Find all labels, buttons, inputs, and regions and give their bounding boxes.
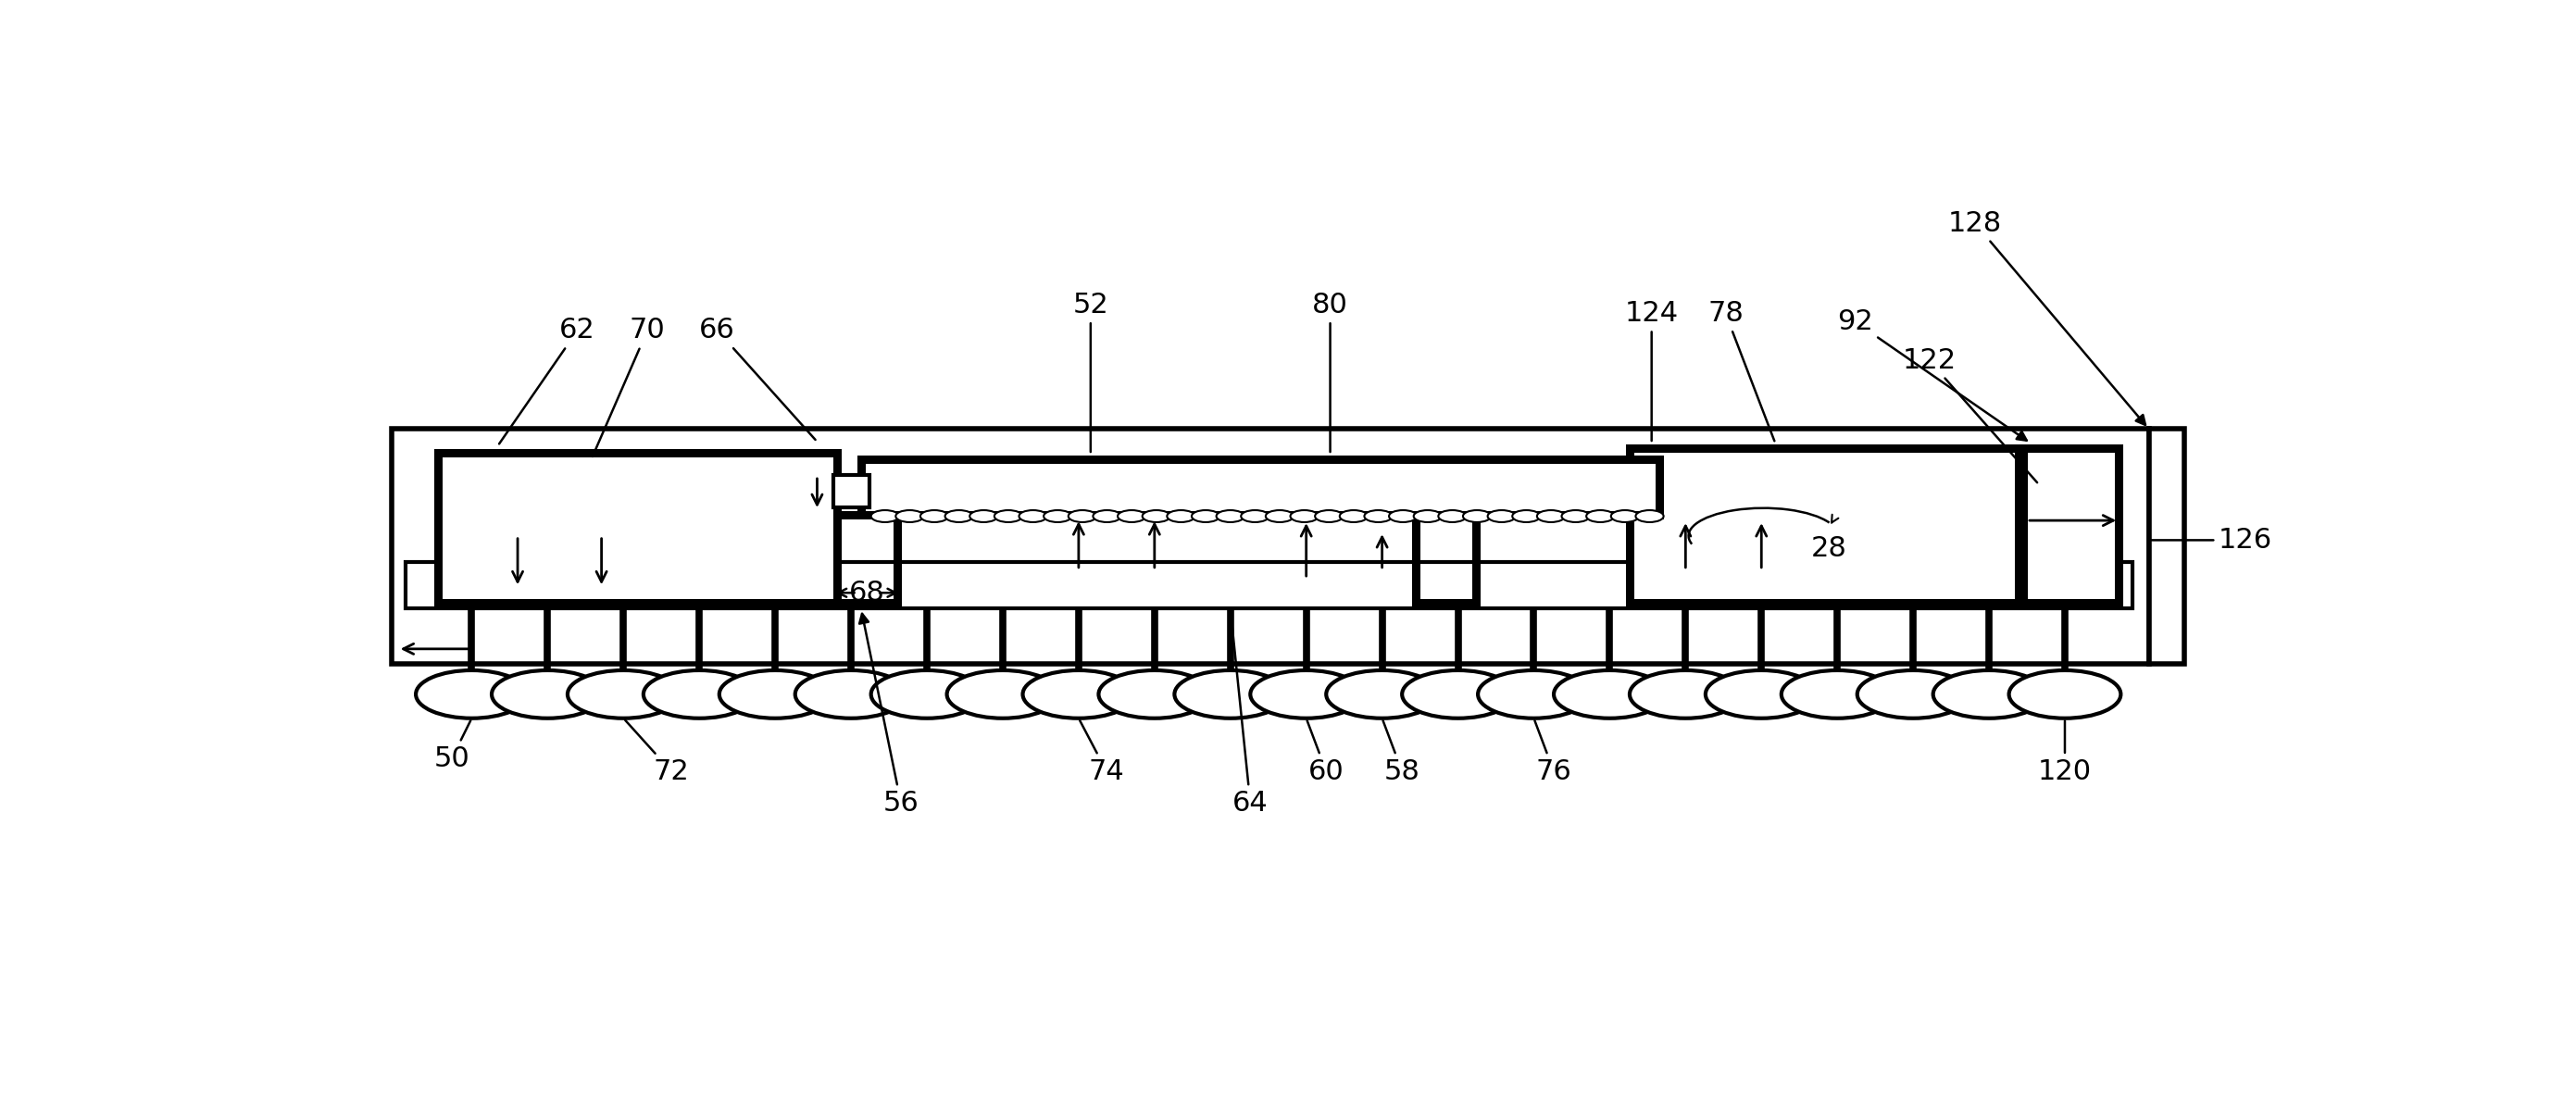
Circle shape xyxy=(871,510,899,523)
Circle shape xyxy=(1043,510,1072,523)
Circle shape xyxy=(1636,510,1664,523)
Text: 72: 72 xyxy=(626,721,690,785)
Circle shape xyxy=(1414,510,1443,523)
Text: 68: 68 xyxy=(850,579,886,606)
Text: 74: 74 xyxy=(1079,721,1126,785)
Circle shape xyxy=(1388,510,1417,523)
Text: 28: 28 xyxy=(1811,535,1847,563)
Text: 128: 128 xyxy=(1947,210,2146,425)
Circle shape xyxy=(719,671,832,718)
Circle shape xyxy=(1401,671,1515,718)
Text: 120: 120 xyxy=(2038,721,2092,785)
Text: 52: 52 xyxy=(1072,291,1108,451)
Circle shape xyxy=(1291,510,1319,523)
Bar xyxy=(1631,448,2020,603)
Circle shape xyxy=(1023,671,1133,718)
Circle shape xyxy=(1265,510,1293,523)
Circle shape xyxy=(1553,671,1667,718)
Bar xyxy=(860,459,1659,515)
Bar xyxy=(2022,448,2120,603)
Circle shape xyxy=(969,510,997,523)
Bar xyxy=(407,562,2133,608)
Bar xyxy=(832,475,868,507)
Circle shape xyxy=(1216,510,1244,523)
Circle shape xyxy=(1610,510,1638,523)
Circle shape xyxy=(1097,671,1211,718)
Circle shape xyxy=(945,510,974,523)
Circle shape xyxy=(1437,510,1466,523)
Circle shape xyxy=(1020,510,1046,523)
Circle shape xyxy=(1512,510,1540,523)
Circle shape xyxy=(1092,510,1121,523)
Circle shape xyxy=(1327,671,1437,718)
Circle shape xyxy=(1538,510,1566,523)
Text: 62: 62 xyxy=(500,317,595,444)
Text: 126: 126 xyxy=(2151,527,2272,554)
Circle shape xyxy=(1340,510,1368,523)
Circle shape xyxy=(1141,510,1170,523)
Circle shape xyxy=(1193,510,1218,523)
Circle shape xyxy=(1242,510,1270,523)
Text: 78: 78 xyxy=(1708,300,1775,441)
Circle shape xyxy=(415,671,528,718)
Circle shape xyxy=(1631,671,1741,718)
Text: 60: 60 xyxy=(1306,721,1345,785)
Circle shape xyxy=(644,671,755,718)
Circle shape xyxy=(920,510,948,523)
Text: 124: 124 xyxy=(1625,300,1680,440)
Text: 80: 80 xyxy=(1311,291,1347,451)
Bar xyxy=(438,453,837,603)
Circle shape xyxy=(1932,671,2045,718)
Circle shape xyxy=(994,510,1023,523)
Text: 58: 58 xyxy=(1383,721,1419,785)
Circle shape xyxy=(1587,510,1615,523)
Circle shape xyxy=(1489,510,1515,523)
Circle shape xyxy=(1783,671,1893,718)
Circle shape xyxy=(1705,671,1816,718)
Circle shape xyxy=(1118,510,1146,523)
Text: 66: 66 xyxy=(698,317,817,439)
Circle shape xyxy=(896,510,925,523)
Bar xyxy=(2148,429,2184,664)
Circle shape xyxy=(1365,510,1391,523)
Circle shape xyxy=(1479,671,1589,718)
Circle shape xyxy=(2009,671,2120,718)
Circle shape xyxy=(871,671,984,718)
Text: 76: 76 xyxy=(1535,721,1571,785)
Circle shape xyxy=(492,671,603,718)
Text: 122: 122 xyxy=(1901,347,2038,483)
Circle shape xyxy=(1069,510,1097,523)
Circle shape xyxy=(948,671,1059,718)
Circle shape xyxy=(1249,671,1363,718)
Circle shape xyxy=(1167,510,1195,523)
Text: 56: 56 xyxy=(860,614,920,816)
Text: 70: 70 xyxy=(592,317,665,456)
Circle shape xyxy=(1561,510,1589,523)
Circle shape xyxy=(1857,671,1968,718)
Circle shape xyxy=(796,671,907,718)
Circle shape xyxy=(567,671,680,718)
Text: 92: 92 xyxy=(1837,308,2027,440)
Circle shape xyxy=(1463,510,1492,523)
Text: 50: 50 xyxy=(433,721,471,772)
Text: 64: 64 xyxy=(1231,612,1267,816)
Circle shape xyxy=(1175,671,1285,718)
Bar xyxy=(392,429,2148,664)
Circle shape xyxy=(1314,510,1342,523)
